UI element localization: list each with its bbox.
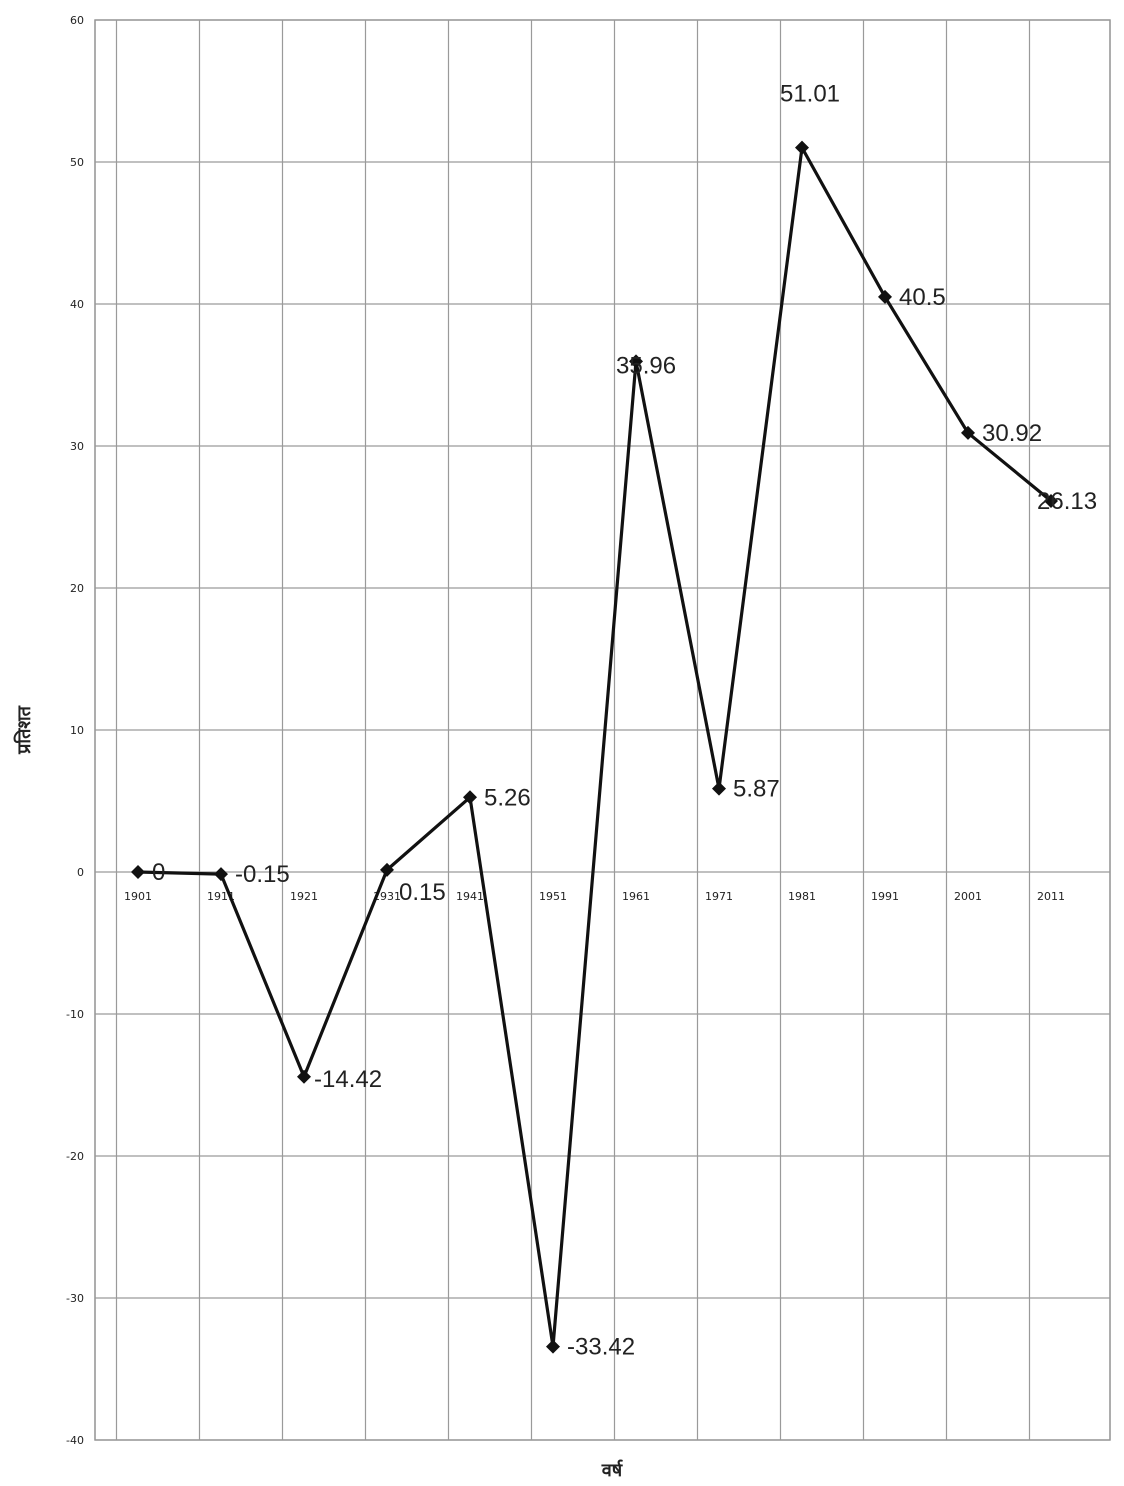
x-tick-label: 1991 bbox=[871, 890, 899, 903]
data-label: 35.96 bbox=[616, 352, 676, 379]
data-point-marker bbox=[1044, 493, 1058, 508]
data-label: 0.15 bbox=[399, 879, 446, 906]
data-point-marker bbox=[463, 790, 477, 805]
data-label: 0 bbox=[152, 859, 165, 886]
data-label: 5.87 bbox=[733, 776, 780, 803]
data-label: 40.5 bbox=[899, 284, 946, 311]
data-label: 30.92 bbox=[982, 420, 1042, 447]
x-tick-label: 1901 bbox=[124, 890, 152, 903]
data-markers bbox=[131, 140, 1058, 1354]
horizontal-gridlines bbox=[95, 19, 1110, 1441]
y-tick-label: 30 bbox=[70, 440, 84, 453]
x-tick-label: 2001 bbox=[954, 890, 982, 903]
x-tick-label: 1981 bbox=[788, 890, 816, 903]
x-axis-title: वर्ष bbox=[601, 1459, 623, 1481]
x-tick-label: 1971 bbox=[705, 890, 733, 903]
data-label: -0.15 bbox=[235, 861, 290, 888]
x-tick-label: 1961 bbox=[622, 890, 650, 903]
data-point-marker bbox=[961, 425, 975, 440]
y-axis-title: प्रतिशत bbox=[13, 705, 35, 754]
data-point-marker bbox=[629, 354, 643, 369]
data-label: 51.01 bbox=[780, 81, 840, 108]
data-point-marker bbox=[297, 1069, 311, 1084]
y-tick-label: 50 bbox=[70, 156, 84, 169]
y-tick-label: -10 bbox=[66, 1008, 84, 1021]
data-label: 5.26 bbox=[484, 784, 531, 811]
x-tick-label: 1921 bbox=[290, 890, 318, 903]
data-point-marker bbox=[712, 781, 726, 796]
y-tick-label: 20 bbox=[70, 582, 84, 595]
x-tick-label: 1951 bbox=[539, 890, 567, 903]
x-tick-label: 1941 bbox=[456, 890, 484, 903]
data-point-marker bbox=[380, 862, 394, 877]
data-labels: 0 -0.15 -14.42 0.15 5.26 -33.42 35.96 5.87 51.01… bbox=[152, 81, 1097, 1361]
data-label: 26.13 bbox=[1037, 488, 1097, 515]
y-tick-label: 40 bbox=[70, 298, 84, 311]
data-point-marker bbox=[131, 865, 145, 879]
y-tick-label: -40 bbox=[66, 1434, 84, 1447]
y-tick-label: -30 bbox=[66, 1292, 84, 1305]
x-tick-label: 2011 bbox=[1037, 890, 1065, 903]
y-tick-label: 60 bbox=[70, 14, 84, 27]
data-point-marker bbox=[546, 1339, 560, 1354]
data-point-marker bbox=[214, 867, 228, 882]
x-tick-label: 1931 bbox=[373, 890, 401, 903]
x-axis-ticks: 1901 1911 1921 1931 1941 1951 1961 1971 1981 1991… bbox=[124, 890, 1065, 903]
data-label: -14.42 bbox=[314, 1066, 382, 1093]
y-tick-label: 10 bbox=[70, 724, 84, 737]
series-line bbox=[137, 146, 1053, 1349]
data-point-marker bbox=[878, 289, 892, 304]
data-point-marker bbox=[795, 140, 809, 155]
data-label: -33.42 bbox=[567, 1334, 635, 1361]
y-tick-label: -20 bbox=[66, 1150, 84, 1163]
y-tick-label: 0 bbox=[77, 866, 84, 879]
y-axis-ticks: 60 50 40 30 20 10 0 -10 -20 -30 -40 bbox=[66, 14, 84, 1447]
